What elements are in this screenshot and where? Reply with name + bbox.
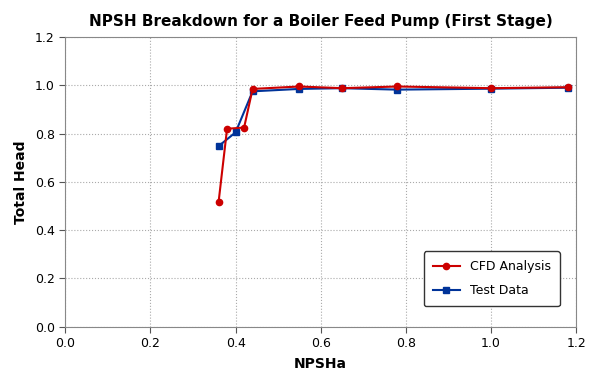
CFD Analysis bbox=[223, 126, 230, 131]
Y-axis label: Total Head: Total Head bbox=[14, 140, 28, 224]
CFD Analysis bbox=[338, 86, 346, 90]
Test Data bbox=[215, 144, 222, 149]
CFD Analysis bbox=[564, 85, 571, 90]
Title: NPSH Breakdown for a Boiler Feed Pump (First Stage): NPSH Breakdown for a Boiler Feed Pump (F… bbox=[89, 14, 553, 29]
Line: Test Data: Test Data bbox=[215, 85, 571, 149]
CFD Analysis bbox=[241, 125, 248, 130]
CFD Analysis bbox=[487, 86, 494, 90]
Test Data bbox=[564, 85, 571, 90]
Test Data bbox=[232, 130, 239, 135]
X-axis label: NPSHa: NPSHa bbox=[294, 357, 347, 371]
Test Data bbox=[394, 87, 401, 92]
CFD Analysis bbox=[215, 200, 222, 205]
Test Data bbox=[338, 86, 346, 90]
Test Data bbox=[296, 87, 303, 91]
Line: CFD Analysis: CFD Analysis bbox=[215, 84, 571, 206]
Test Data bbox=[249, 89, 256, 94]
CFD Analysis bbox=[394, 84, 401, 89]
CFD Analysis bbox=[249, 87, 256, 91]
Test Data bbox=[487, 86, 494, 91]
CFD Analysis bbox=[296, 84, 303, 89]
Legend: CFD Analysis, Test Data: CFD Analysis, Test Data bbox=[424, 251, 560, 306]
